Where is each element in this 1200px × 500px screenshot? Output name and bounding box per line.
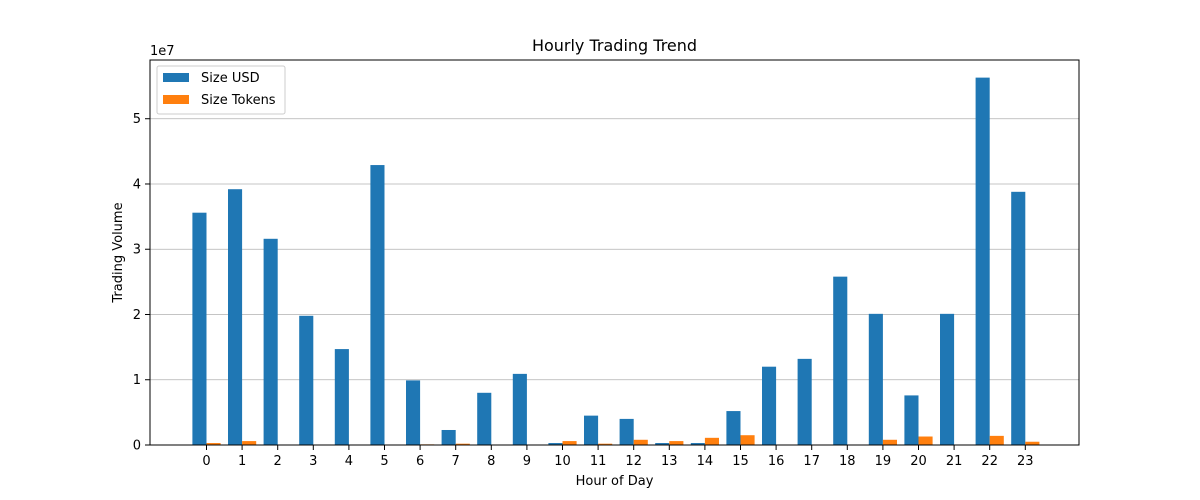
bar-size-usd (940, 313, 955, 445)
bar-size-usd (797, 358, 812, 445)
y-tick-label: 2 (133, 308, 141, 323)
legend-swatch-size-tokens (163, 95, 189, 104)
bar-size-usd (690, 443, 705, 445)
y-axis-multiplier: 1e7 (150, 44, 175, 59)
chart-title: Hourly Trading Trend (532, 36, 697, 55)
bar-size-usd (512, 373, 527, 445)
x-axis-label: Hour of Day (576, 474, 654, 489)
x-tick-label: 8 (487, 454, 495, 469)
x-tick-label: 14 (697, 454, 714, 469)
legend: Size USD Size Tokens (156, 65, 286, 115)
bar-size-usd (868, 313, 883, 445)
bar-size-usd (904, 395, 919, 445)
x-tick-label: 16 (768, 454, 785, 469)
y-tick-label: 3 (133, 243, 141, 258)
x-tick-label: 10 (554, 454, 571, 469)
x-tick-label: 6 (416, 454, 424, 469)
bar-size-usd (762, 366, 777, 445)
y-tick-label: 0 (133, 439, 141, 454)
x-tick-label: 17 (803, 454, 820, 469)
legend-label-size-usd: Size USD (201, 71, 260, 86)
bar-size-usd (370, 165, 385, 445)
bar-size-usd (441, 429, 456, 445)
bar-size-tokens (206, 443, 221, 445)
x-tick-label: 13 (661, 454, 678, 469)
x-tick-label: 1 (238, 454, 246, 469)
bar-size-usd (548, 443, 563, 445)
legend-label-size-tokens: Size Tokens (201, 93, 276, 108)
x-tick-label: 5 (380, 454, 388, 469)
x-tick-label: 0 (202, 454, 210, 469)
bar-size-tokens (669, 441, 684, 445)
x-tick-label: 11 (590, 454, 607, 469)
x-tick-label: 2 (274, 454, 282, 469)
bar-size-tokens (562, 441, 577, 445)
bar-size-tokens (1025, 441, 1040, 445)
bar-size-tokens (882, 439, 897, 445)
x-tick-label: 4 (345, 454, 353, 469)
bar-size-tokens (598, 443, 613, 445)
bar-size-usd (975, 77, 990, 445)
bar-size-usd (726, 411, 741, 445)
bar-size-usd (406, 380, 421, 445)
bar-size-tokens (633, 439, 648, 445)
y-tick-label: 4 (133, 177, 141, 192)
legend-swatch-size-usd (163, 73, 189, 82)
bar-size-usd (584, 415, 599, 445)
bar-size-tokens (242, 441, 257, 445)
x-tick-label: 20 (910, 454, 927, 469)
x-tick-label: 22 (981, 454, 998, 469)
x-tick-label: 23 (1017, 454, 1034, 469)
bar-size-usd (334, 349, 349, 445)
bar-size-usd (833, 276, 848, 445)
x-tick-label: 7 (452, 454, 460, 469)
bar-size-usd (619, 418, 634, 445)
bar-size-tokens (704, 437, 719, 445)
x-tick-label: 3 (309, 454, 317, 469)
x-tick-label: 12 (625, 454, 642, 469)
bar-size-usd (263, 238, 278, 445)
bar-size-tokens (740, 435, 755, 445)
bar-size-tokens (918, 436, 933, 445)
bars (192, 77, 1040, 445)
x-tick-label: 18 (839, 454, 856, 469)
x-tick-label: 19 (875, 454, 892, 469)
x-tick-label: 15 (732, 454, 749, 469)
x-tick-label: 21 (946, 454, 963, 469)
bar-size-usd (1011, 191, 1026, 445)
bar-size-usd (299, 315, 314, 445)
bar-size-usd (228, 189, 243, 445)
y-tick-label: 5 (133, 112, 141, 127)
x-tick-label: 9 (523, 454, 531, 469)
bar-size-usd (655, 443, 670, 445)
plot-frame (149, 59, 1080, 446)
bar-size-usd (477, 392, 492, 445)
y-axis-label: Trading Volume (111, 202, 126, 303)
y-tick-label: 1 (133, 373, 141, 388)
bar-size-tokens (455, 443, 470, 445)
bar-size-usd (192, 212, 207, 445)
bar-size-tokens (989, 435, 1004, 445)
